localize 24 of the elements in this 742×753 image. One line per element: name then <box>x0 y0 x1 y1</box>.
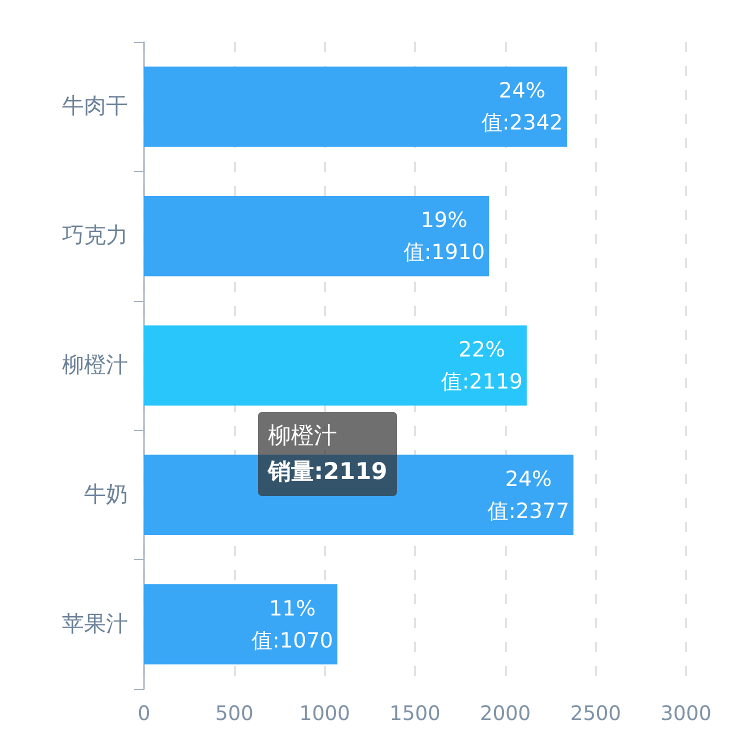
x-tick-label: 2500 <box>570 701 622 725</box>
data-label: 11% 值:1070 <box>252 596 334 652</box>
data-label: 22% 值:2119 <box>441 338 523 394</box>
x-tick-label: 0 <box>138 701 150 725</box>
y-tick-label: 巧克力 <box>62 224 128 249</box>
x-tick-label: 500 <box>215 701 254 725</box>
x-tick-label: 1500 <box>390 701 440 725</box>
y-tick-label: 柳橙汁 <box>62 353 128 378</box>
data-label: 24% 值:2342 <box>481 78 563 135</box>
bar <box>144 584 338 664</box>
x-tick-label: 3000 <box>660 701 712 725</box>
x-tick-label: 2000 <box>480 701 531 725</box>
y-tick-label: 苹果汁 <box>62 612 128 637</box>
data-label: 24% 值:2377 <box>488 466 570 523</box>
x-tick-label: 1000 <box>299 701 350 725</box>
y-tick-label: 牛奶 <box>84 482 128 508</box>
data-label: 19% 值:1910 <box>403 208 485 264</box>
annotation: 柳橙汁 <box>268 422 338 451</box>
y-tick-label: 牛肉干 <box>62 94 128 120</box>
annotation: 销量:2119 <box>268 458 388 487</box>
bar <box>144 196 490 276</box>
bar <box>144 325 527 406</box>
bar <box>144 66 568 147</box>
tooltip-box: 柳橙汁 销量:2119 <box>258 412 398 496</box>
